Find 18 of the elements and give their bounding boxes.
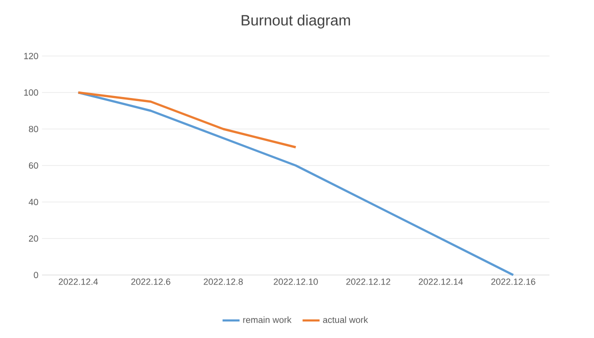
y-tick-label: 80: [28, 126, 38, 132]
x-tick-label: 2022.12.8: [204, 278, 243, 285]
chart-title: Burnout diagram: [242, 14, 350, 28]
legend-label: actual work: [323, 316, 368, 324]
x-tick-label: 2022.12.4: [58, 278, 98, 285]
y-tick-label: 100: [24, 89, 38, 96]
x-tick-label: 2022.12.14: [418, 278, 463, 285]
y-tick-label: 120: [24, 52, 38, 60]
x-tick-label: 2022.12.6: [131, 278, 170, 285]
y-tick-label: 0: [34, 272, 38, 278]
y-tick-label: 60: [28, 162, 38, 169]
line-series: [77, 91, 297, 148]
x-tick-label: 2022.12.16: [491, 278, 536, 285]
legend-label: remain work: [243, 316, 292, 324]
x-tick-label: 2022.12.10: [274, 278, 318, 285]
y-tick-label: 40: [28, 198, 38, 206]
y-tick-label: 20: [28, 235, 38, 242]
x-tick-label: 2022.12.12: [346, 278, 390, 285]
